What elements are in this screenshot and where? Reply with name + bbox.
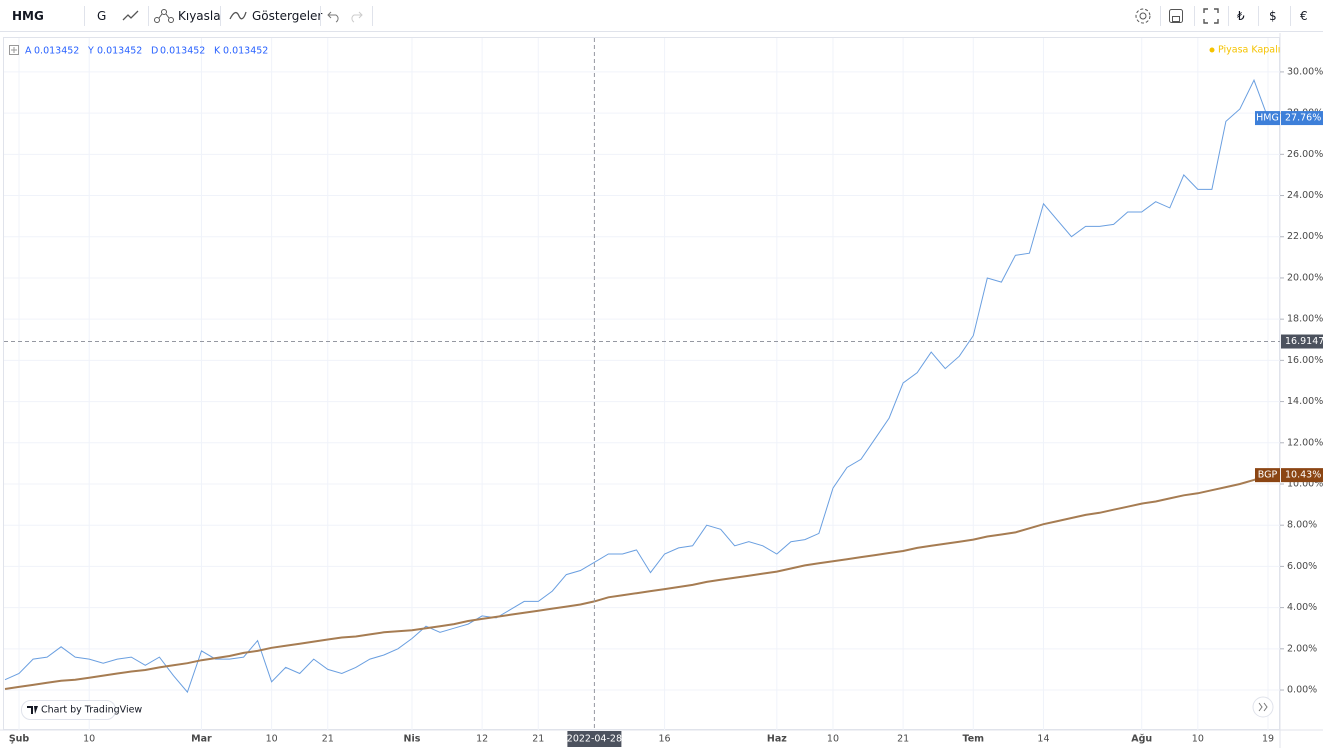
scroll-right-button[interactable] [1252,696,1274,718]
chart-background [0,33,1323,748]
compare-icon[interactable] [153,7,175,39]
y-tick-label: 20.00% [1287,272,1323,283]
crosshair-y-label: 16.9147 [1285,336,1323,347]
x-tick-label: 16 [659,734,671,745]
undo-button[interactable] [327,9,341,41]
ohlc-value: 0.013452 [97,46,142,57]
crosshair-x-label: 2022-04-28 [567,734,622,745]
crosshair-y-label-bg [1281,334,1323,349]
currency-button[interactable]: ₺ [1237,9,1245,23]
x-tick-label: 21 [532,734,544,745]
ohlc-value: 0.013452 [223,46,268,57]
y-tick-label: 30.00% [1287,66,1323,77]
separator [1290,6,1291,26]
x-tick-label: Nis [404,734,421,745]
ohlc-label: D [151,46,158,57]
series-name: HMG [1256,113,1279,124]
y-tick-label: 10.00% [1287,478,1323,489]
indicators-icon[interactable] [229,9,247,41]
settings-button[interactable] [1134,7,1152,39]
currency-button[interactable]: € [1300,9,1308,23]
legend-toggle[interactable] [9,45,19,55]
chart: 0.00% 2.00% 4.00% 6.00% 8.00% 10.00% 12.00% 14.… [0,33,1323,748]
x-tick-label: 10 [83,734,95,745]
ohlc-label: A [25,46,32,57]
ohlc-value: 0.013452 [34,46,79,57]
x-tick-label: 12 [476,734,488,745]
x-tick-label: Şub [9,734,30,745]
compare-button[interactable]: Kıyasla [178,9,221,23]
separator [1258,6,1259,26]
last-value-label: 27.76% [1285,113,1321,124]
series-line [4,474,1269,690]
last-value-label: 10.43% [1285,470,1321,481]
separator [372,6,373,26]
symbol[interactable]: HMG [12,9,44,23]
indicators-button[interactable]: Göstergeler [252,9,323,23]
currency-button[interactable]: $ [1269,9,1277,23]
y-tick-label: 2.00% [1287,643,1317,654]
separator [1160,6,1161,26]
separator [148,6,149,26]
separator [320,6,321,26]
y-tick-label: 8.00% [1287,520,1317,531]
y-tick-label: 6.00% [1287,561,1317,572]
y-tick-label: 14.00% [1287,396,1323,407]
y-tick-label: 26.00% [1287,149,1323,160]
separator [84,6,85,26]
ohlc-label: Y [87,46,94,57]
last-value-tag [1281,468,1323,483]
y-tick-label: 4.00% [1287,602,1317,613]
separator [1228,6,1229,26]
plot [4,78,1269,694]
x-tick-label: 10 [1192,734,1204,745]
separator [1194,6,1195,26]
y-tick-label: 0.00% [1287,685,1317,696]
x-tick-label: Mar [191,734,212,745]
last-value-tag [1281,111,1323,126]
ohlc-label: K [214,46,221,57]
watermark-bg [21,700,116,720]
toolbar: HMG G Kıyasla Göstergeler ₺ $ € [0,0,1323,32]
fullscreen-button[interactable] [1203,8,1219,40]
legend-toggle-icon [11,47,17,53]
x-tick-label: 21 [897,734,909,745]
separator [220,6,221,26]
y-tick-label: 22.00% [1287,231,1323,242]
y-tick-label: 16.00% [1287,355,1323,366]
market-status: Piyasa Kapalı [1218,45,1280,56]
ohlc-value: 0.013452 [160,46,205,57]
series-name-tag [1255,111,1280,126]
watermark: Chart by TradingView [41,705,142,716]
x-tick-label: 10 [266,734,278,745]
x-tick-label: 14 [1037,734,1049,745]
crosshair-x-label-bg [567,731,622,747]
x-tick-label: Tem [963,734,985,745]
x-tick-label: Ağu [1131,734,1152,745]
y-tick-label: 18.00% [1287,314,1323,325]
scroll-right-icon [1258,702,1268,712]
redo-button[interactable] [349,9,363,41]
x-tick-label: 10 [827,734,839,745]
y-tick-label: 24.00% [1287,190,1323,201]
series-name-tag [1255,468,1280,483]
watermark-logo [27,706,38,714]
interval[interactable]: G [97,9,107,23]
save-button[interactable] [1168,8,1184,40]
status-dot [1209,47,1215,53]
series-name: BGP [1258,470,1278,481]
x-tick-label: 21 [322,734,334,745]
x-tick-label: 19 [1262,734,1274,745]
y-tick-label: 12.00% [1287,437,1323,448]
x-tick-label: Haz [767,734,787,745]
chart-style-icon[interactable] [122,8,140,40]
